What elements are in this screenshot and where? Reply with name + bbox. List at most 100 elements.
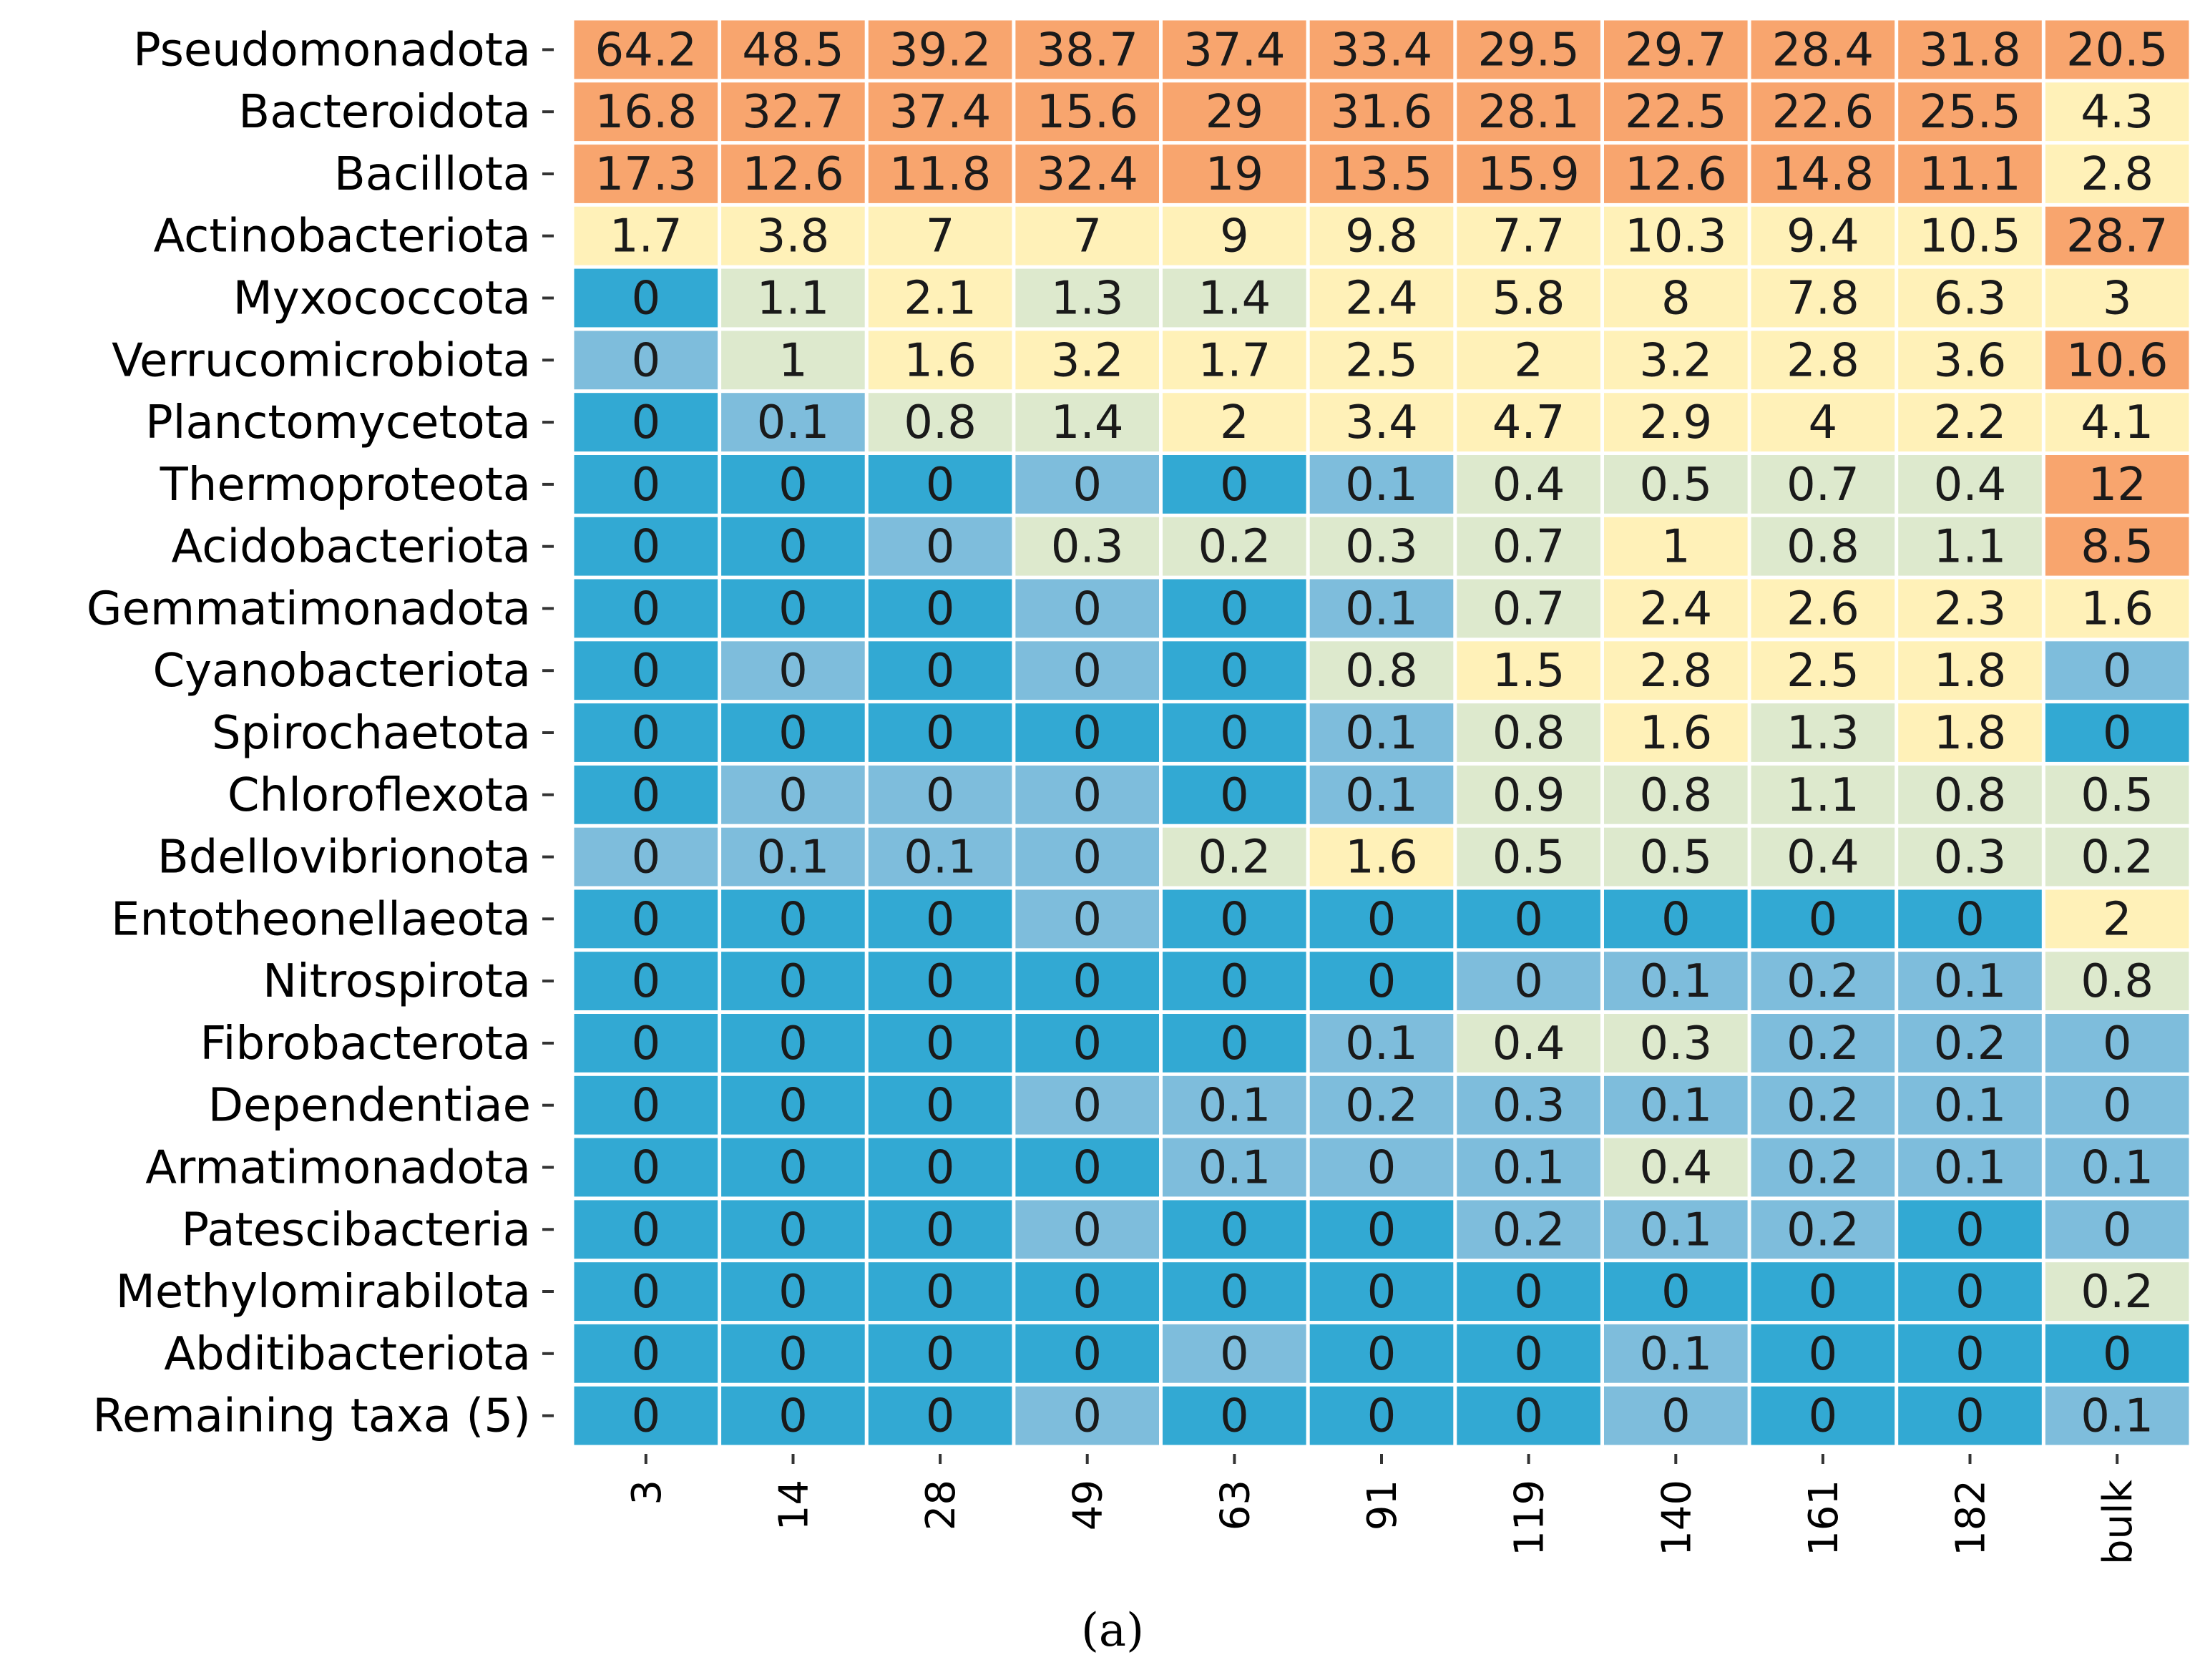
heatmap-cell (1163, 1386, 1306, 1445)
heatmap-cell (1015, 1014, 1159, 1073)
cell-value-label: 0 (631, 582, 660, 635)
cell-value-label: 0 (926, 769, 955, 822)
cell-value-label: 0 (778, 459, 808, 512)
cell-value-label: 0.1 (2081, 1142, 2153, 1195)
row-label: Verrucomicrobiota (112, 334, 531, 387)
heatmap-cell (1751, 1324, 1895, 1383)
cell-value-label: 9 (1220, 210, 1249, 263)
row-label: Bacillota (334, 148, 531, 201)
cell-value-label: 0 (1514, 1390, 1543, 1443)
cell-value-label: 0 (926, 893, 955, 946)
heatmap-cell (1309, 1014, 1454, 1073)
heatmap-cell (1015, 1075, 1159, 1135)
heatmap-cell (1751, 268, 1895, 328)
row-label: Pseudomonadota (133, 24, 531, 77)
column-label: 28 (918, 1480, 964, 1530)
heatmap-cell (721, 82, 865, 142)
heatmap-cell (868, 393, 1012, 451)
cell-value-label: 0 (1220, 769, 1249, 822)
heatmap-cell (574, 206, 718, 265)
cell-value-label: 10.6 (2066, 334, 2169, 387)
row-label: Entotheonellaeota (111, 893, 531, 946)
heatmap-cell (1604, 579, 1748, 638)
cell-value-label: 0.2 (1786, 955, 1859, 1008)
heatmap-cell (1604, 827, 1748, 887)
cell-value-label: 0 (1661, 1266, 1691, 1319)
heatmap-cell (1163, 1014, 1306, 1073)
cell-value-label: 39.2 (889, 24, 992, 77)
heatmap-cell (1751, 579, 1895, 638)
heatmap-cell (868, 703, 1012, 762)
heatmap-cell (1751, 331, 1895, 390)
heatmap-cell (1898, 455, 2042, 514)
cell-value-label: 17.3 (595, 148, 698, 201)
heatmap-cell (1898, 1262, 2042, 1321)
cell-value-label: 0 (778, 1266, 808, 1319)
heatmap-cell (1015, 1200, 1159, 1259)
heatmap-cell (2045, 268, 2189, 328)
cell-value-label: 33.4 (1331, 24, 1433, 77)
heatmap-cell (1457, 82, 1600, 142)
heatmap-cell (1604, 206, 1748, 265)
heatmap-cell (1457, 641, 1600, 700)
cell-value-label: 0.7 (1492, 582, 1565, 635)
cell-value-label: 0 (1220, 645, 1249, 698)
cell-value-label: 0 (631, 334, 660, 387)
cell-value-label: 3.2 (1639, 334, 1712, 387)
cell-value-label: 0.1 (1345, 582, 1418, 635)
heatmap-cell (868, 641, 1012, 700)
cell-value-label: 0 (1072, 893, 1102, 946)
heatmap-cell (868, 268, 1012, 328)
heatmap-cell (1751, 1200, 1895, 1259)
heatmap-cell (1751, 827, 1895, 887)
heatmap-cell (868, 1075, 1012, 1135)
heatmap-cell (2045, 1386, 2189, 1445)
cell-value-label: 0.5 (1639, 459, 1712, 512)
row-label: Fibrobacterota (200, 1017, 532, 1070)
heatmap-cell (1457, 827, 1600, 887)
heatmap-cell (1604, 82, 1748, 142)
heatmap-cell (1309, 1324, 1454, 1383)
heatmap-cell (574, 1014, 718, 1073)
cell-value-label: 0 (1220, 1017, 1249, 1070)
row-label: Planctomycetota (145, 396, 531, 449)
heatmap-cell (1604, 393, 1748, 451)
cell-value-label: 2.8 (2081, 148, 2153, 201)
cell-value-label: 0 (926, 1203, 955, 1256)
heatmap-cell (1163, 455, 1306, 514)
cell-value-label: 0.4 (1786, 831, 1859, 884)
heatmap-cell (574, 455, 718, 514)
heatmap-cell (1015, 20, 1159, 79)
cell-value-label: 0 (631, 1266, 660, 1319)
heatmap-cell (1604, 1075, 1748, 1135)
cell-value-label: 7 (1072, 210, 1102, 263)
cell-value-label: 0 (2103, 1017, 2132, 1070)
cell-value-label: 0 (1514, 893, 1543, 946)
heatmap-cell (1751, 641, 1895, 700)
cell-value-label: 0 (1072, 1328, 1102, 1381)
cell-value-label: 0 (926, 1328, 955, 1381)
heatmap-cell (1163, 641, 1306, 700)
cell-value-label: 22.6 (1772, 86, 1874, 139)
cell-value-label: 0.1 (1639, 1203, 1712, 1256)
cell-value-label: 0 (631, 769, 660, 822)
cell-value-label: 0 (1367, 1203, 1397, 1256)
cell-value-label: 0.1 (1345, 769, 1418, 822)
column-label: 91 (1359, 1480, 1406, 1530)
heatmap-cell (868, 82, 1012, 142)
cell-value-label: 4.7 (1492, 396, 1565, 449)
heatmap-cell (868, 455, 1012, 514)
cell-value-label: 0.7 (1492, 521, 1565, 574)
cell-value-label: 0 (778, 893, 808, 946)
heatmap-cell (1457, 889, 1600, 949)
cell-value-label: 2.3 (1934, 582, 2007, 635)
heatmap-cell (1457, 703, 1600, 762)
cell-value-label: 1.6 (1345, 831, 1418, 884)
cell-value-label: 3.6 (1934, 334, 2007, 387)
heatmap-cell (574, 827, 718, 887)
cell-value-label: 0 (1072, 1017, 1102, 1070)
cell-value-label: 0 (1220, 707, 1249, 760)
cell-value-label: 0 (1220, 893, 1249, 946)
heatmap-cell (1604, 455, 1748, 514)
cell-value-label: 7.7 (1492, 210, 1565, 263)
